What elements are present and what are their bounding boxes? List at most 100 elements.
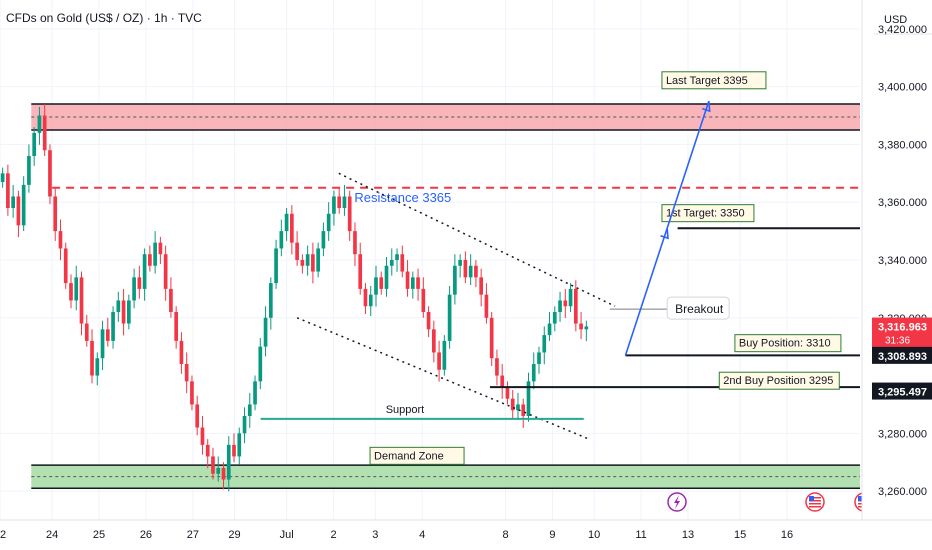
candle-body	[237, 433, 242, 457]
time-tick-label: 4	[419, 529, 425, 541]
breakout-callout: Breakout	[666, 296, 730, 320]
time-axis-ticks[interactable]: 22 24 25 26 27 29 Jul 2 3 4 8 9 10 11 13 15 16	[0, 529, 793, 541]
symbol-title[interactable]: CFDs on Gold (US$ / OZ) · 1h · TVC	[6, 11, 202, 25]
candle-body	[195, 404, 200, 428]
candle-body	[42, 115, 47, 151]
lightning-event-icon[interactable]	[667, 492, 687, 512]
candle-body	[479, 277, 484, 295]
us-flag-stripe	[809, 506, 821, 508]
price-badge: 3,316.963 31:36	[872, 317, 932, 348]
price-badge-bg	[872, 382, 932, 400]
candle-body	[416, 277, 420, 289]
candle-body	[500, 375, 505, 388]
candle-body	[105, 329, 110, 341]
candle-body	[95, 358, 100, 376]
chart-drawings: Resistance 3365 Support Last Target 3395 1s…	[52, 71, 860, 465]
event-icons	[667, 492, 874, 512]
candle-body	[142, 254, 147, 289]
candle-body	[384, 265, 389, 289]
time-tick-label: 27	[187, 529, 199, 541]
candle-body	[379, 277, 384, 289]
candle-body	[368, 294, 373, 307]
us-flag-icon[interactable]	[805, 492, 825, 512]
candle-body	[353, 231, 357, 255]
resistance-label: Resistance 3365	[354, 190, 451, 205]
candle-body	[205, 444, 210, 457]
time-tick-label: 29	[228, 529, 240, 541]
candle-body	[347, 196, 352, 232]
candle-body	[216, 468, 221, 474]
candle-body	[290, 213, 294, 243]
us-flag-stripe	[809, 503, 821, 505]
price-tick-label: 3,280.000	[878, 428, 927, 440]
candle-body	[552, 312, 557, 324]
candle-body	[148, 254, 152, 266]
candle-body	[37, 115, 42, 133]
candle-body	[537, 352, 541, 364]
demand-zone-label: Demand Zone	[369, 446, 465, 465]
candle-body	[53, 196, 58, 232]
arrowhead-first-target	[660, 228, 669, 240]
buy-position-label: Buy Position: 3310	[734, 334, 842, 353]
us-flag-canton	[809, 496, 814, 501]
candle-body	[305, 254, 310, 266]
buy-position-label-box	[734, 334, 842, 353]
currency-label[interactable]: USD	[884, 14, 907, 26]
arrowhead-last-target	[702, 101, 711, 113]
candle-body	[253, 381, 257, 405]
price-tick-label: 3,340.000	[878, 255, 927, 267]
candle-body	[247, 404, 252, 416]
candle-body	[311, 254, 315, 272]
candle-body	[474, 265, 478, 278]
candle-body	[268, 283, 273, 318]
candle-body	[405, 271, 410, 289]
price-tick-label: 3,360.000	[878, 197, 927, 209]
time-tick-label: 3	[372, 529, 378, 541]
candle-body	[526, 381, 531, 416]
candle-body	[573, 288, 578, 324]
candle-body	[389, 260, 394, 266]
candle-body	[505, 387, 510, 399]
candle-body	[190, 381, 194, 405]
candle-body	[521, 404, 526, 416]
candle-body	[426, 312, 431, 330]
demand-zone-label-text: Demand Zone	[374, 450, 444, 462]
candle-body	[6, 173, 10, 208]
candle-body	[32, 132, 37, 156]
candle-body	[242, 416, 247, 434]
last-target-label: Last Target 3395	[661, 71, 767, 90]
last-target-label-box	[661, 71, 767, 90]
candle-body	[321, 231, 326, 249]
price-tick-label: 3,400.000	[878, 82, 927, 94]
candle-body	[258, 346, 263, 382]
candle-body	[421, 288, 426, 312]
price-badge-value: 3,316.963	[878, 322, 927, 334]
price-badge-value: 3,295.497	[878, 387, 927, 399]
us-flag-ring	[805, 492, 825, 512]
candle-body	[174, 312, 179, 341]
candle-body	[16, 196, 21, 226]
candle-body	[400, 254, 405, 272]
candle-body	[74, 277, 79, 301]
first-target-label: 1st Target: 3350	[661, 204, 755, 223]
candle-body	[179, 340, 184, 364]
candle-body	[27, 156, 31, 185]
candle-body	[184, 364, 189, 382]
candle-body	[111, 312, 115, 341]
first-target-label-box	[661, 204, 755, 223]
candle-body	[468, 265, 473, 278]
price-axis-bg	[862, 0, 932, 520]
time-tick-label: 25	[93, 529, 105, 541]
candle-body	[374, 277, 378, 295]
time-tick-label: 8	[503, 529, 509, 541]
candle-body	[326, 213, 331, 232]
candle-body	[58, 231, 63, 249]
candle-body	[137, 277, 142, 289]
price-badge-bg	[872, 346, 932, 364]
candle-body	[284, 213, 289, 232]
candle-body	[163, 254, 168, 289]
price-axis-ticks[interactable]: 3,420.000 3,400.000 3,380.000 3,360.000 3,34…	[878, 24, 927, 498]
last-target-label-text: Last Target 3395	[666, 75, 748, 87]
candle-body	[584, 326, 589, 330]
